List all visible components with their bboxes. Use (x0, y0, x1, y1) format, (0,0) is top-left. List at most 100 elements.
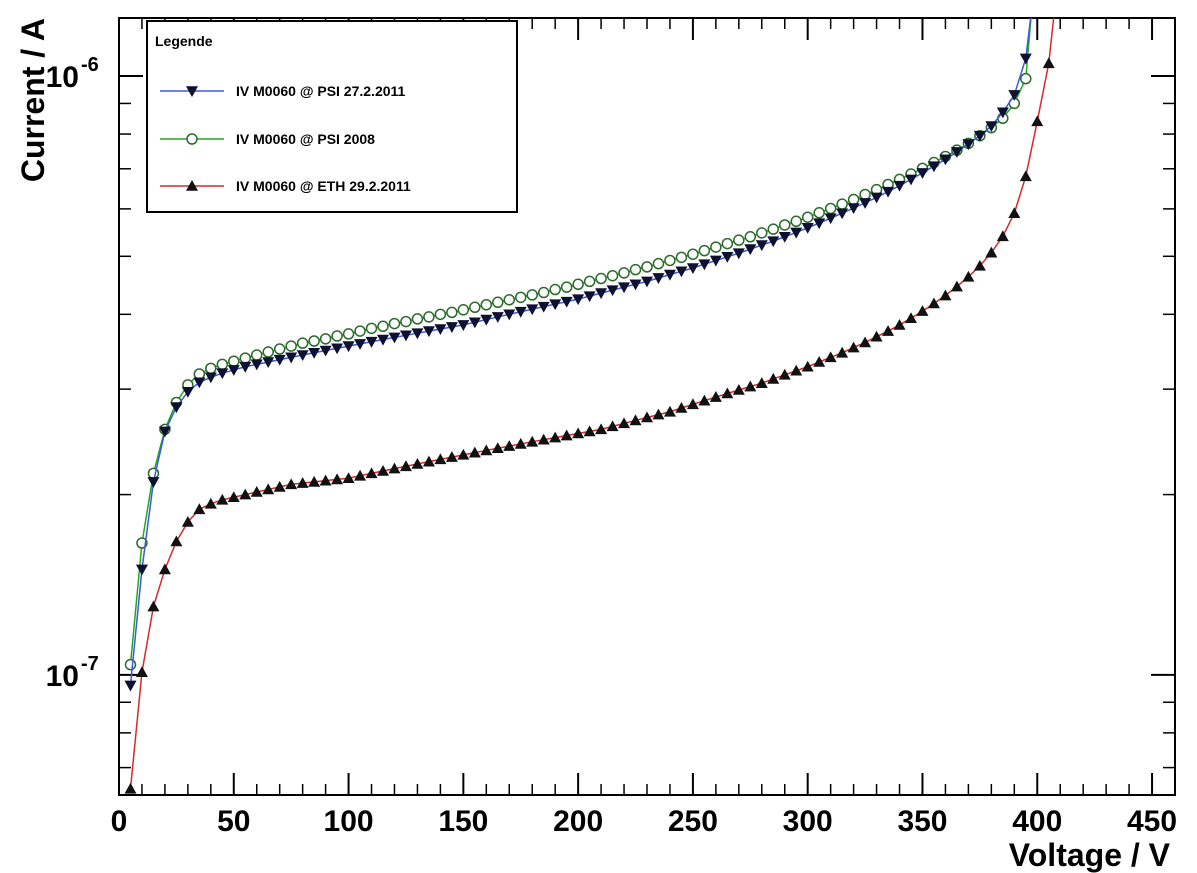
data-point (675, 402, 688, 413)
data-point (962, 270, 975, 282)
series-line (129, 18, 1055, 789)
data-point (503, 440, 516, 451)
data-point (652, 257, 665, 270)
legend-label: IV M0060 @ ETH 29.2.2011 (236, 178, 411, 194)
data-point (434, 308, 447, 321)
data-point (377, 464, 389, 476)
data-point (996, 230, 1009, 242)
data-point (526, 289, 538, 301)
data-point (629, 263, 642, 276)
y-tick-label: 10 -6 (46, 54, 99, 94)
data-point (962, 139, 975, 151)
data-point (319, 345, 332, 357)
data-point (824, 351, 837, 363)
data-point (905, 174, 917, 186)
data-point (273, 354, 286, 366)
data-point (457, 448, 470, 460)
data-point (836, 208, 849, 220)
data-point (790, 215, 802, 228)
data-point (1019, 170, 1032, 182)
axis-ticks (118, 18, 1176, 795)
x-tick-label: 350 (897, 805, 947, 838)
data-point (445, 322, 458, 333)
data-point (939, 154, 952, 166)
data-point (985, 246, 998, 258)
x-tick-label: 200 (553, 805, 603, 838)
data-point (193, 377, 206, 389)
data-point (388, 317, 401, 330)
data-point (377, 320, 389, 333)
data-point (847, 193, 860, 206)
x-tick-label: 150 (438, 805, 488, 838)
data-point (778, 231, 791, 243)
data-point (503, 309, 516, 321)
data-point (686, 398, 699, 410)
data-point (836, 346, 849, 358)
data-point (560, 296, 573, 308)
data-point (560, 429, 573, 441)
data-point (480, 314, 493, 326)
data-point (996, 107, 1009, 119)
data-point (434, 453, 447, 465)
data-point (537, 286, 550, 299)
data-point (514, 291, 527, 304)
data-point (663, 405, 676, 417)
data-point (135, 564, 148, 576)
data-point (239, 361, 252, 373)
data-point (158, 563, 171, 575)
data-point (388, 332, 401, 344)
data-point (537, 433, 550, 445)
data-point (250, 359, 263, 371)
data-point (549, 299, 562, 311)
data-point (641, 261, 653, 273)
data-point (985, 121, 998, 133)
data-point (124, 782, 137, 794)
data-point (1019, 53, 1032, 65)
data-point (595, 288, 608, 300)
data-point (262, 357, 275, 368)
data-point (411, 457, 424, 469)
data-point (801, 222, 814, 234)
data-point (250, 349, 263, 361)
data-point (813, 207, 825, 219)
legend-marker (186, 180, 198, 191)
legend-entries: IV M0060 @ PSI 27.2.2011 IV M0060 @ PSI 2… (160, 83, 411, 194)
legend-entry: IV M0060 @ PSI 27.2.2011 (160, 83, 406, 99)
data-point (664, 254, 676, 267)
data-point (239, 352, 252, 364)
data-point (147, 600, 160, 612)
legend-title: Legende (155, 33, 213, 49)
data-point (939, 289, 952, 301)
data-point (285, 478, 298, 490)
series-layer (124, 18, 1055, 794)
data-point (859, 198, 872, 209)
data-point (595, 423, 608, 435)
data-point (1020, 72, 1032, 85)
y-tick-label-base: 10 (46, 660, 79, 693)
data-point (686, 263, 699, 274)
data-point (480, 298, 493, 311)
x-tick-label: 250 (668, 805, 718, 838)
data-point (927, 161, 940, 173)
data-point (710, 241, 722, 253)
data-point (973, 259, 986, 271)
data-point (308, 335, 320, 347)
data-point (675, 266, 688, 278)
data-point (204, 372, 217, 384)
data-point (308, 347, 321, 359)
data-point (227, 365, 240, 376)
data-point (755, 377, 768, 388)
data-point (285, 340, 297, 352)
data-point (778, 368, 791, 380)
data-point (721, 252, 734, 263)
data-point (492, 296, 504, 309)
data-point (778, 219, 791, 231)
data-point (606, 269, 619, 282)
data-point (216, 493, 229, 505)
data-point (135, 666, 148, 678)
data-point (847, 203, 860, 215)
data-point (583, 425, 596, 437)
data-point (629, 279, 642, 291)
